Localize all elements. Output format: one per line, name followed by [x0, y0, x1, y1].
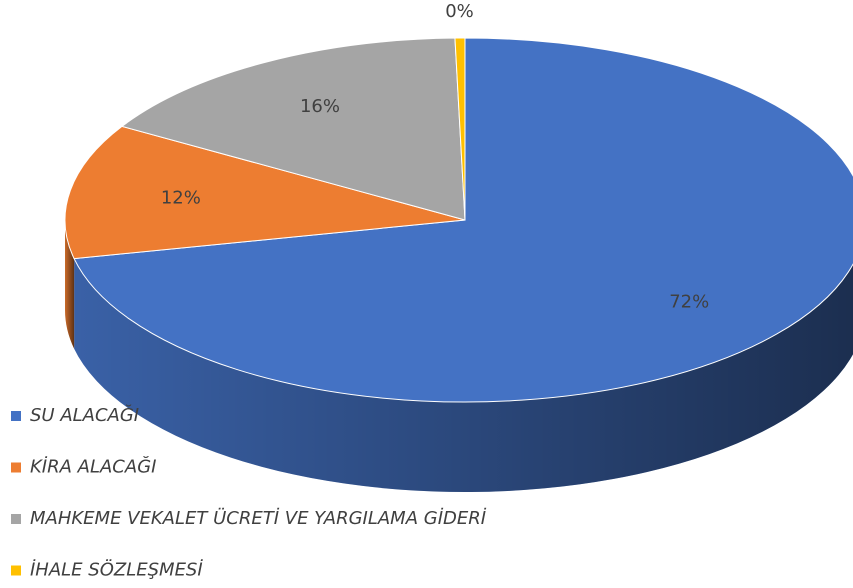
slice [120, 37, 466, 221]
slice [454, 37, 466, 221]
legend-swatch [11, 514, 21, 524]
data-label: 72% [669, 291, 709, 312]
slice [64, 125, 466, 260]
slice-side-shade [65, 220, 75, 349]
legend-label: MAHKEME VEKALET ÜCRETİ VE YARGILAMA GİDE… [30, 507, 487, 529]
slice [73, 37, 853, 403]
data-label: 12% [161, 188, 201, 209]
legend-label: SU ALACAĞI [30, 404, 139, 426]
legend-swatch [11, 411, 21, 421]
legend-label: İHALE SÖZLEŞMESİ [30, 559, 203, 581]
legend-label: KİRA ALACAĞI [30, 456, 156, 478]
data-label: 0% [445, 1, 474, 22]
legend-swatch [11, 565, 21, 576]
legend-swatch [11, 462, 21, 473]
data-label: 16% [300, 96, 340, 117]
slice-side-shade [74, 258, 853, 492]
